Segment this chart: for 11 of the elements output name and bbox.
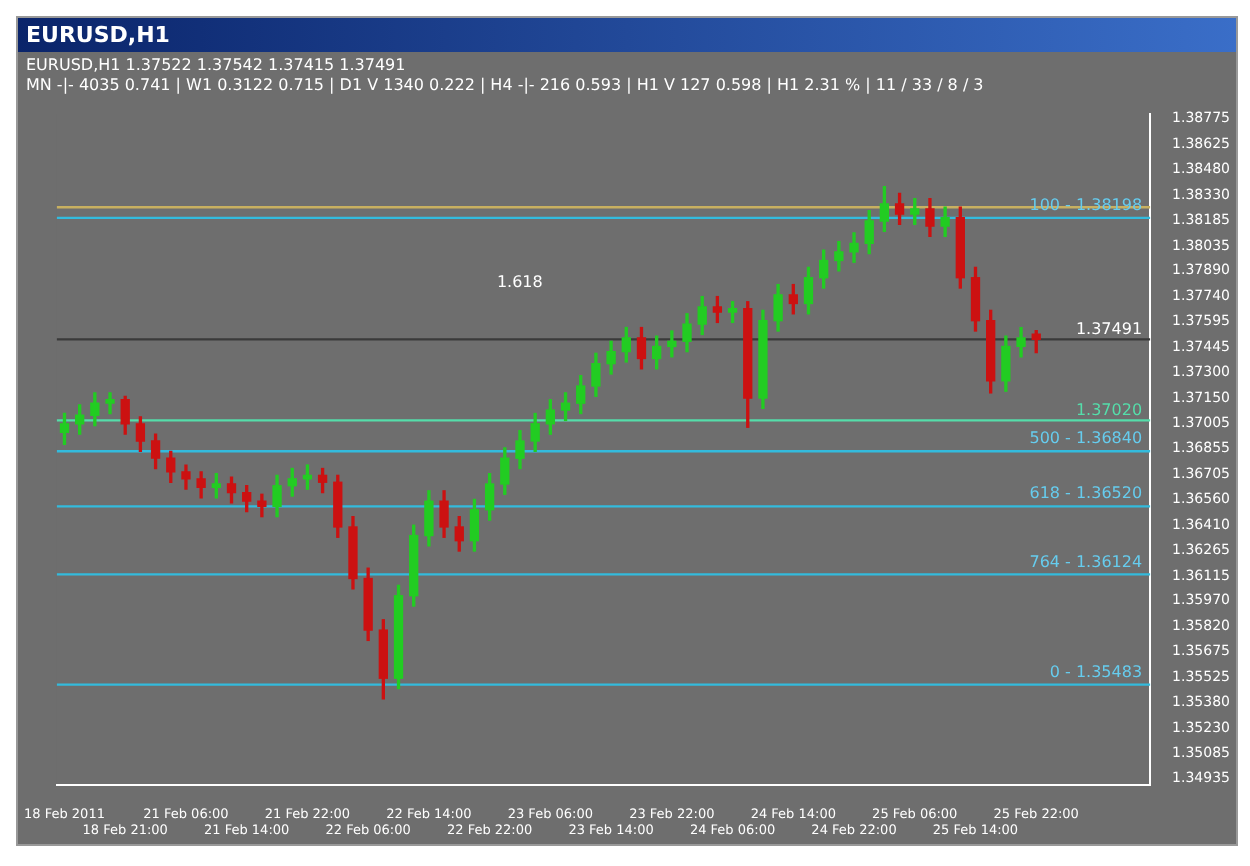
annotation: 1.618 bbox=[496, 272, 543, 291]
text: MN -|- 4035 0.741 | W1 0.3122 0.715 | D1 V 1340 0.222 | H4 -|- 216 0.593 | H1 V 127 0.598 | H1 2.31 % | 11 / 33 / 8 / 3 bbox=[26, 76, 986, 96]
ref-line-label: 1.37020 bbox=[1075, 400, 1143, 419]
annotation: 0 - 1.35483 bbox=[1049, 662, 1143, 681]
annotation: 764 - 1.36124 bbox=[1029, 552, 1143, 571]
candlestick bbox=[105, 392, 115, 415]
chart-subtitle: EURUSD,H1 1.37522 1.37542 1.37415 1.37491 bbox=[26, 56, 408, 76]
annotation: 500 - 1.36840 bbox=[1029, 429, 1143, 448]
annotation: 618 - 1.36520 bbox=[1029, 484, 1143, 503]
ref-line-label: 1.37491 bbox=[1075, 319, 1143, 338]
chart-title: EURUSD,H1 bbox=[18, 18, 1236, 52]
